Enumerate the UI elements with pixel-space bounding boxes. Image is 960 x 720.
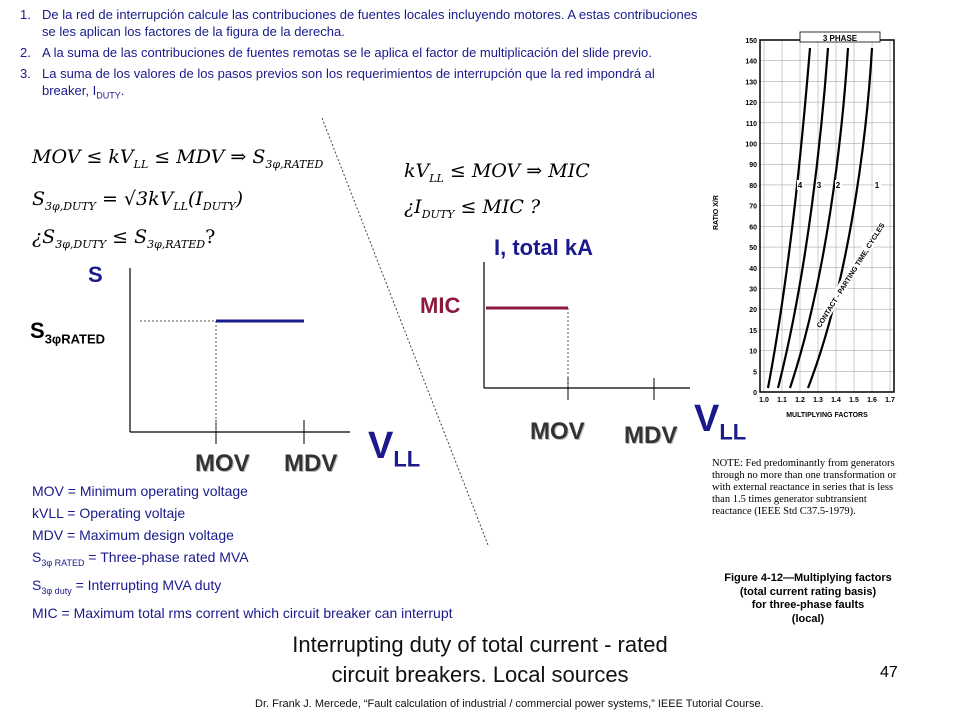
right-mic-label: MIC — [420, 293, 461, 318]
figure-y-tick: 0 — [753, 390, 757, 397]
figure-y-tick: 130 — [745, 79, 757, 86]
figure-curves — [766, 47, 874, 389]
figure-y-tick: 110 — [746, 121, 757, 128]
curve-1 — [806, 47, 874, 389]
left-x-tick-mdv: MDV — [284, 450, 338, 477]
right-x-axis-label: VLL — [694, 398, 747, 445]
equation-s-duty-question: ¿S3φ,DUTY ≤ S3φ,RATED? — [32, 226, 216, 251]
curve-label-4: 4 — [798, 181, 803, 190]
figure-background — [708, 30, 900, 430]
figure-y-tick: 30 — [749, 286, 757, 293]
figure-x-tick: 1.5 — [849, 397, 859, 404]
figure-y-tick: 120 — [745, 100, 757, 107]
figure-y-tick: 60 — [749, 224, 757, 231]
step-3: 3. La suma de los valores de los pasos p… — [20, 65, 700, 105]
legend-item: S3φ duty = Interrupting MVA duty — [32, 576, 222, 596]
figure-x-tick: 1.4 — [831, 397, 841, 404]
figure-y-tick: 150 — [745, 38, 757, 45]
figure-header: 3 PHASE — [823, 34, 858, 43]
figure-y-tick: 50 — [749, 245, 757, 252]
equation-kv-mov-mic: kVLL ≤ MOV ⇒ MIC — [404, 160, 590, 185]
curve-4 — [766, 47, 812, 389]
figure-y-tick: 20 — [749, 307, 757, 314]
equation-s-duty: S3φ,DUTY = √3kVLL(IDUTY) — [32, 188, 244, 213]
figure-x-axis-title: MULTIPLYING FACTORS — [786, 412, 868, 419]
figure-y-tick: 70 — [749, 204, 757, 211]
equation-mov-kv-mdv: MOV ≤ kVLL ≤ MDV ⇒ S3φ,RATED — [32, 146, 324, 171]
legend-item: MOV = Minimum operating voltage — [32, 483, 248, 499]
figure-y-tick: 100 — [745, 142, 757, 149]
curve-3 — [776, 47, 830, 389]
left-rated-label: S3φRATED — [30, 318, 106, 347]
legend-item: MDV = Maximum design voltage — [32, 527, 234, 543]
figure-x-tick: 1.3 — [813, 397, 823, 404]
step-1: 1. De la red de interrupción calcule las… — [20, 6, 700, 40]
multiplying-factors-figure: 3 PHASE RATIO X/R 1501401301201101009080… — [708, 30, 900, 430]
left-graph — [129, 268, 350, 444]
equation-i-duty-question: ¿IDUTY ≤ MIC ? — [404, 196, 541, 221]
figure-caption: Figure 4-12—Multiplying factors (total c… — [724, 572, 892, 625]
slide-caption: Interrupting duty of total current - rat… — [292, 632, 668, 687]
right-y-label: I, total kA — [494, 235, 594, 260]
curve-2 — [788, 47, 850, 389]
separator-diagonal — [321, 117, 489, 546]
left-x-tick-mov: MOV — [195, 450, 250, 477]
step-text-tail: . — [120, 83, 125, 98]
step-text: A la suma de las contribuciones de fuent… — [42, 45, 652, 60]
page-number: 47 — [880, 664, 898, 681]
source-credit: Dr. Frank J. Mercede, “Fault calculation… — [255, 698, 764, 710]
figure-y-tick: 10 — [749, 349, 757, 356]
step-text-sub: DUTY — [96, 90, 121, 101]
step-number: 1. — [20, 7, 31, 22]
figure-y-tick: 15 — [749, 328, 757, 335]
figure-header-box — [799, 31, 881, 43]
figure-y-tick: 90 — [749, 162, 757, 169]
curve-label-1: 1 — [875, 181, 880, 190]
figure-note: NOTE: Fed predominantly from generators … — [712, 458, 897, 517]
figure-x-tick: 1.6 — [867, 397, 877, 404]
step-text: La suma de los valores de los pasos prev… — [42, 66, 655, 98]
step-2: 2. A la suma de las contribuciones de fu… — [20, 44, 700, 61]
legend-item: S3φ RATED = Three-phase rated MVA — [32, 549, 249, 568]
figure-x-tick: 1.2 — [795, 397, 805, 404]
left-x-axis-label: VLL — [368, 425, 421, 472]
step-number: 3. — [20, 66, 31, 81]
curve-label-3: 3 — [817, 181, 822, 190]
legend-item: kVLL = Operating voltaje — [32, 505, 186, 521]
instructions-list: 1. De la red de interrupción calcule las… — [20, 6, 700, 109]
curve-label-2: 2 — [836, 181, 841, 190]
right-x-tick-mov: MOV — [530, 418, 585, 445]
right-graph — [483, 262, 690, 400]
left-y-label: S — [88, 262, 103, 287]
figure-y-axis-title: RATIO X/R — [713, 195, 720, 230]
abbreviation-legend: MOV = Minimum operating voltage kVLL = O… — [32, 480, 453, 624]
legend-item: MIC = Maximum total rms corrent which ci… — [32, 604, 453, 621]
figure-y-tick: 40 — [749, 266, 757, 273]
figure-x-tick: 1.1 — [777, 397, 787, 404]
figure-x-tick: 1.0 — [759, 397, 769, 404]
figure-y-tick: 140 — [745, 59, 757, 66]
figure-y-tick: 5 — [753, 369, 757, 376]
step-number: 2. — [20, 45, 31, 60]
figure-x-ticks: 1.0 1.1 1.2 1.3 1.4 1.5 1.6 1.7 — [759, 397, 895, 404]
step-text: De la red de interrupción calcule las co… — [42, 7, 698, 39]
figure-x-tick: 1.7 — [885, 397, 895, 404]
figure-y-tick: 80 — [749, 183, 757, 190]
right-x-tick-mdv: MDV — [624, 422, 678, 449]
